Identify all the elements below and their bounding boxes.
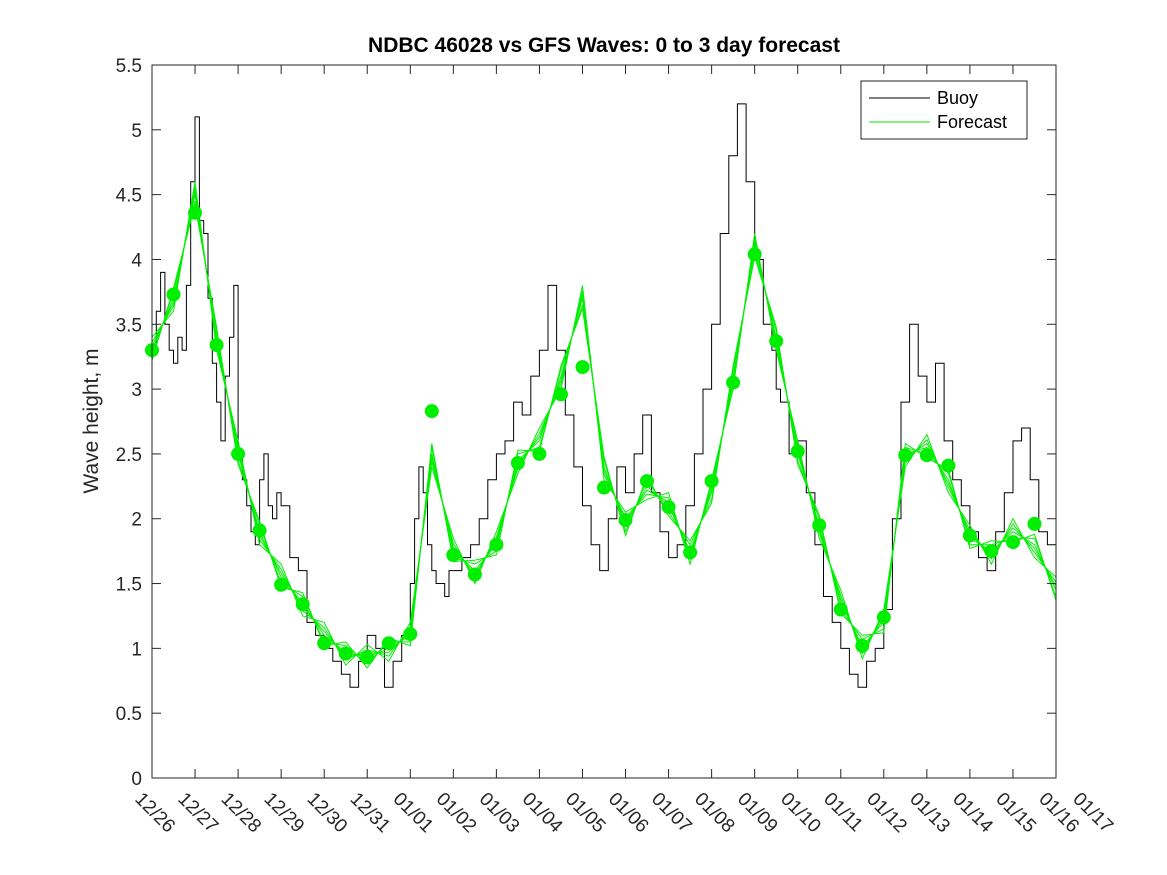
forecast-marker <box>747 247 762 262</box>
y-axis: 0 0.5 1 1.5 2 2.5 3 3.5 4 4.5 5 5.5 <box>116 56 1056 790</box>
y-tick-label: 0 <box>131 769 142 790</box>
forecast-marker <box>618 513 633 527</box>
forecast-marker <box>489 537 504 552</box>
forecast-marker <box>1006 535 1020 550</box>
forecast-marker <box>575 360 590 375</box>
y-tick-label: 3.5 <box>116 315 142 336</box>
forecast-marker <box>855 638 870 653</box>
forecast-marker <box>726 375 741 390</box>
series-line-forecast-5 <box>151 204 1057 669</box>
y-tick-label: 4.5 <box>116 186 142 207</box>
forecast-marker <box>962 528 977 543</box>
forecast-marker <box>941 458 956 473</box>
y-tick-label: 2.5 <box>116 445 142 466</box>
chart-title: NDBC 46028 vs GFS Waves: 0 to 3 day fore… <box>368 34 840 57</box>
y-tick-label: 1 <box>131 639 142 660</box>
forecast-marker <box>510 456 525 470</box>
legend-buoy-label: Buoy <box>937 88 978 108</box>
forecast-marker <box>812 518 827 533</box>
forecast-marker <box>790 444 805 459</box>
forecast-marker <box>640 474 654 489</box>
forecast-marker <box>166 287 181 302</box>
y-tick-label: 1.5 <box>116 575 142 596</box>
forecast-marker <box>295 597 310 612</box>
forecast-marker <box>317 636 332 651</box>
forecast-marker <box>381 636 396 651</box>
forecast-marker <box>252 523 267 538</box>
plot-frame <box>151 64 1057 779</box>
series-line-forecast-4 <box>151 181 1057 667</box>
y-tick-label: 4 <box>131 250 142 271</box>
y-tick-label: 5.5 <box>116 56 142 77</box>
legend-box <box>860 80 1028 140</box>
forecast-marker <box>704 474 719 489</box>
y-tick-label: 0.5 <box>116 704 142 725</box>
forecast-marker <box>338 646 353 661</box>
legend-forecast-label: Forecast <box>937 112 1007 132</box>
forecast-marker <box>683 545 698 560</box>
forecast-marker <box>898 448 913 463</box>
y-axis-label: Wave height, m <box>80 348 103 493</box>
forecast-marker <box>188 205 202 220</box>
forecast-marker <box>661 500 676 515</box>
forecast-marker <box>769 334 784 349</box>
y-tick-label: 3 <box>131 380 142 401</box>
forecast-marker <box>1027 516 1042 531</box>
forecast-marker <box>446 548 461 562</box>
forecast-marker <box>597 480 611 495</box>
forecast-marker <box>424 404 439 419</box>
forecast-marker <box>532 446 547 461</box>
forecast-marker <box>876 610 891 625</box>
forecast-marker <box>833 602 848 617</box>
plot-markers <box>145 205 1042 665</box>
forecast-marker <box>554 387 568 402</box>
forecast-marker <box>360 650 375 665</box>
y-tick-label: 2 <box>131 510 142 531</box>
forecast-marker <box>467 567 482 582</box>
legend: Buoy Forecast <box>860 80 1028 140</box>
forecast-marker <box>984 544 999 559</box>
y-tick-label: 5 <box>131 121 142 142</box>
forecast-marker <box>231 446 246 461</box>
forecast-marker <box>403 627 418 642</box>
forecast-marker <box>209 338 224 352</box>
forecast-marker <box>274 577 289 592</box>
forecast-marker <box>919 448 934 463</box>
